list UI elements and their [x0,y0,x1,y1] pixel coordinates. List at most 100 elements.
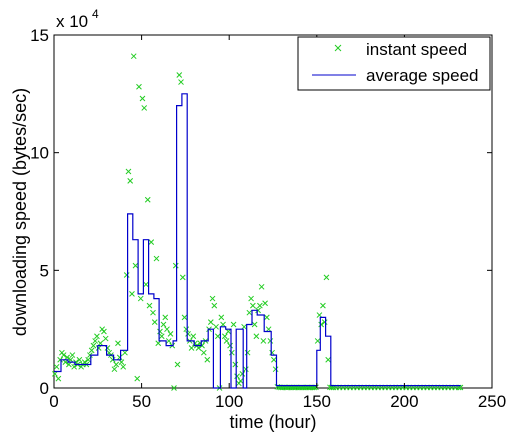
instant-speed-point [90,342,97,349]
instant-speed-point [320,302,326,309]
instant-speed-point [325,356,332,363]
instant-speed-point [136,83,142,90]
instant-speed-point [167,331,174,337]
instant-speed-point [85,356,92,363]
instant-speed-point [267,338,274,344]
instant-speed-point [185,331,191,337]
instant-speed-point [188,345,195,351]
instant-speed-point [195,345,202,351]
instant-speed-point [213,323,219,330]
instant-speed-point [127,178,134,184]
instant-speed-point [150,309,156,316]
instant-speed-point [218,314,225,321]
instant-speed-point [155,340,162,347]
legend-marker-instant [334,44,342,52]
instant-speed-point [101,328,107,335]
instant-speed-point [87,352,93,358]
instant-speed-point [76,356,83,363]
instant-speed-point [272,366,279,373]
x-axis-title: time (hour) [229,412,316,432]
instant-speed-point [113,361,120,368]
instant-speed-point [60,352,67,358]
instant-speed-point [183,326,190,333]
instant-speed-point [144,196,151,203]
instant-speed-point [220,321,226,328]
instant-speed-point [162,314,169,321]
x-tick-label: 0 [49,392,58,411]
instant-speed-point [55,375,62,382]
instant-speed-point [148,239,155,245]
instant-speed-point [214,333,221,340]
instant-speed-point [271,356,277,363]
instant-speed-point [176,72,183,78]
instant-speed-point [190,333,197,340]
instant-speed-point [239,371,246,377]
instant-speed-point [71,363,78,370]
instant-speed-point [92,338,99,344]
instant-speed-point [88,347,95,354]
instant-speed-point [118,359,125,365]
instant-speed-point [269,349,275,356]
instant-speed-point [62,359,69,365]
instant-speed-point [232,361,239,368]
instant-speed-point [111,366,118,373]
instant-speed-point [316,312,323,318]
y-tick-label: 5 [40,261,49,280]
average-speed-line [54,93,461,389]
instant-speed-point [207,319,214,325]
instant-speed-point [132,262,139,269]
instant-speed-point [139,95,146,102]
instant-speed-point [260,338,267,344]
instant-speed-point [125,168,132,175]
instant-speed-point [64,354,70,361]
y-axis-title: downloading speed (bytes/sec) [10,88,30,336]
instant-speed-point [318,321,325,328]
instant-speed-point [129,291,135,297]
average-speed-series [54,93,461,389]
instant-speed-point [171,385,177,391]
axis-ticks: 0 50 100 150 200 250 0 5 10 15 [30,26,506,411]
x-tick-label: 200 [390,392,418,411]
instant-speed-point [102,335,109,342]
instant-speed-point [146,302,153,309]
y-multiplier-label: x 10 [56,12,88,31]
instant-speed-point [143,281,149,288]
instant-speed-point [199,342,205,349]
instant-speed-point [57,356,63,363]
instant-speed-point [94,333,100,340]
instant-speed-point [179,274,186,281]
instant-speed-point [69,352,76,358]
legend-label-instant-speed: instant speed [366,40,467,59]
instant-speed-point [66,361,72,368]
instant-speed-point [157,328,163,335]
instant-speed-point [230,321,237,328]
instant-speed-point [241,323,247,330]
y-tick-label: 15 [30,26,49,45]
instant-speed-point [174,361,181,368]
instant-speed-point [115,340,121,347]
instant-speed-point [251,321,258,328]
instant-speed-point [209,295,216,302]
instant-speed-point [164,326,170,333]
instant-speed-point [116,354,123,361]
instant-speed-point [95,345,102,351]
instant-speed-point [52,371,58,377]
instant-speed-point [53,363,60,370]
instant-speed-point [227,342,233,349]
instant-speed-point [204,356,211,363]
instant-speed-point [255,307,261,314]
instant-speed-point [151,319,158,325]
instant-speed-point [264,314,270,321]
x-tick-label: 250 [478,392,506,411]
x-tick-label: 50 [132,392,151,411]
instant-speed-point [248,295,254,302]
instant-speed-point [223,338,230,344]
instant-speed-point [130,53,137,60]
y-tick-label: 10 [30,144,49,163]
instant-speed-point [120,363,127,370]
x-tick-label: 100 [215,392,243,411]
instant-speed-point [249,302,256,309]
instant-speed-point [321,319,328,325]
legend-label-average-speed: average speed [366,66,478,85]
instant-speed-point [258,283,265,290]
